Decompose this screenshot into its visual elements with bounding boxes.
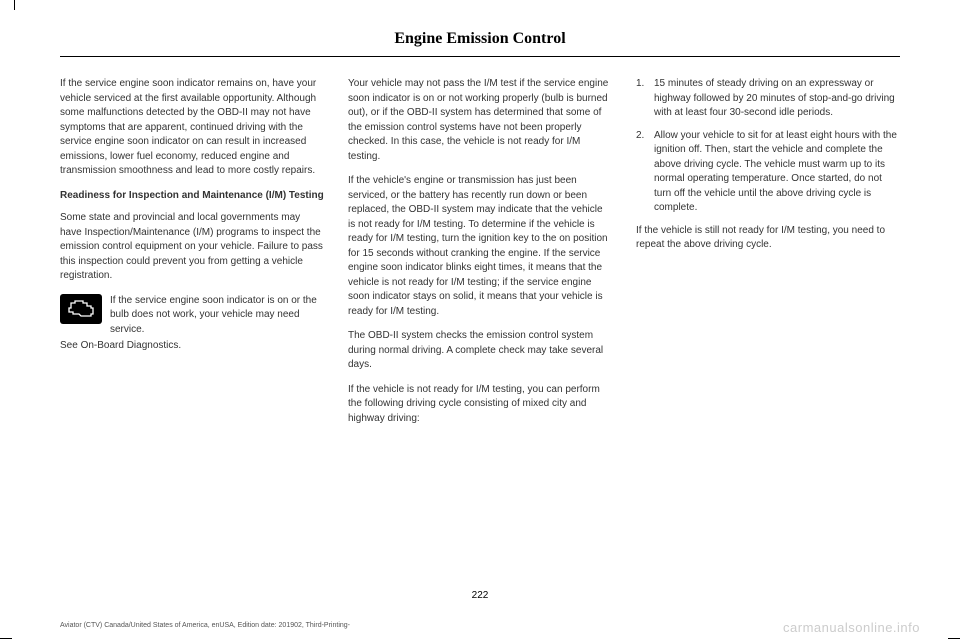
paragraph: The OBD-II system checks the emission co…	[348, 329, 612, 373]
paragraph: If the vehicle's engine or transmission …	[348, 174, 612, 319]
column-1: If the service engine soon indicator rem…	[60, 77, 324, 436]
page-title: Engine Emission Control	[60, 30, 900, 48]
footer-text: Aviator (CTV) Canada/United States of Am…	[60, 622, 350, 629]
icon-callout: If the service engine soon indicator is …	[60, 294, 324, 338]
paragraph: If the vehicle is still not ready for I/…	[636, 224, 900, 253]
list-body: 15 minutes of steady driving on an expre…	[654, 77, 900, 121]
list-number: 1.	[636, 77, 654, 121]
paragraph: See On-Board Diagnostics.	[60, 339, 324, 354]
list-item: 2. Allow your vehicle to sit for at leas…	[636, 129, 900, 216]
crop-mark	[14, 0, 15, 10]
list-number: 2.	[636, 129, 654, 216]
engine-icon	[60, 294, 102, 324]
paragraph: Some state and provincial and local gove…	[60, 211, 324, 284]
column-3: 1. 15 minutes of steady driving on an ex…	[636, 77, 900, 436]
page-header: Engine Emission Control	[60, 30, 900, 57]
subheading: Readiness for Inspection and Maintenance…	[60, 189, 324, 204]
paragraph: If the vehicle is not ready for I/M test…	[348, 383, 612, 427]
crop-mark	[0, 638, 12, 639]
watermark: carmanualsonline.info	[783, 620, 920, 635]
crop-mark	[948, 638, 960, 639]
paragraph: Your vehicle may not pass the I/M test i…	[348, 77, 612, 164]
list-body: Allow your vehicle to sit for at least e…	[654, 129, 900, 216]
page-number: 222	[0, 590, 960, 601]
icon-text: If the service engine soon indicator is …	[110, 294, 324, 338]
list-item: 1. 15 minutes of steady driving on an ex…	[636, 77, 900, 121]
paragraph: If the service engine soon indicator rem…	[60, 77, 324, 179]
content-area: If the service engine soon indicator rem…	[60, 77, 900, 436]
column-2: Your vehicle may not pass the I/M test i…	[348, 77, 612, 436]
